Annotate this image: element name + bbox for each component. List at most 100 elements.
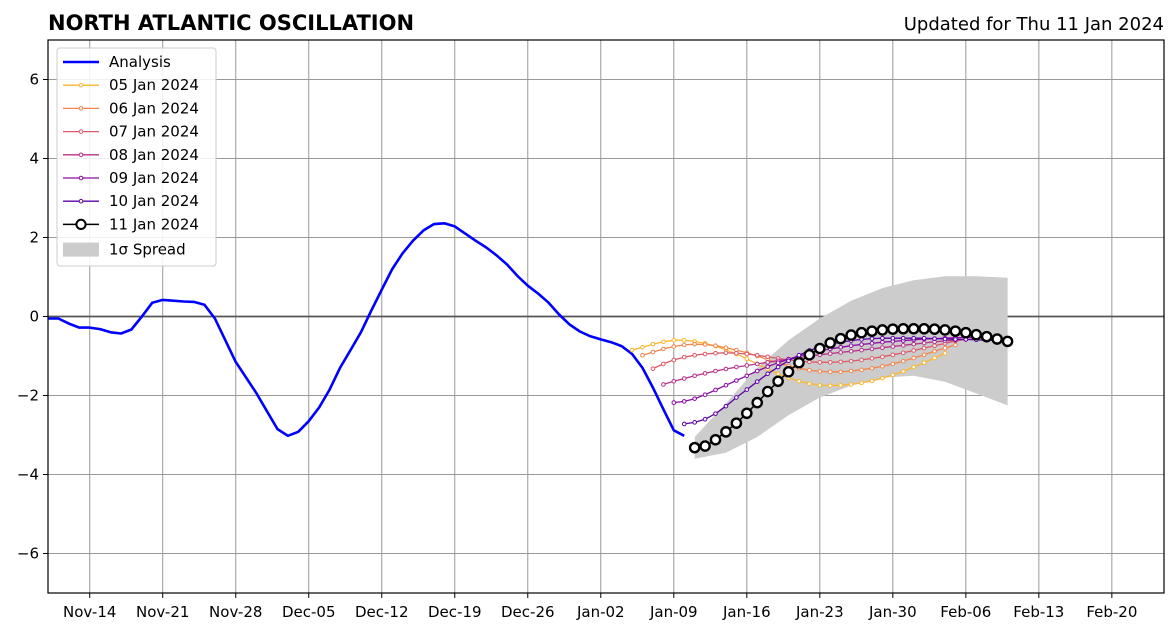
spread-layer [694,276,1008,459]
forecast-point [827,383,833,388]
forecast-point [661,346,666,352]
x-tick-label: Nov-28 [209,603,262,621]
forecast-point [932,348,937,354]
chart-title: NORTH ATLANTIC OSCILLATION [48,11,414,35]
forecast-point [859,380,864,386]
forecast-point [848,382,854,387]
forecast-point [869,346,875,352]
forecast-point [640,352,645,358]
forecast-point [713,350,718,356]
legend-label: 07 Jan 2024 [109,123,199,141]
y-tick-label: −2 [17,387,39,405]
forecast-point [671,337,677,343]
forecast-point [754,352,760,358]
forecast-point [890,361,896,367]
forecast-point [744,373,750,379]
forecast-point [848,368,854,374]
forecast-point [681,354,687,360]
forecast-point [942,336,948,342]
forecast-point [880,339,885,345]
legend-label: 10 Jan 2024 [109,192,199,210]
forecast-point [775,364,781,370]
forecast-point [796,378,802,384]
forecast-point [900,335,906,341]
forecast-point [900,343,906,348]
x-tick-label: Nov-21 [136,603,189,621]
legend-label: 09 Jan 2024 [109,169,199,187]
spread-band [694,276,1008,459]
x-tick-label: Jan-23 [795,603,844,621]
forecast-point [921,360,927,366]
forecast-point [880,363,885,369]
forecast-point [880,375,885,381]
forecast-point [866,325,878,337]
y-axis: 6 4 2 0 −2 −4 −6 [17,71,48,563]
y-tick-label: 4 [29,150,39,168]
forecast-point [761,385,774,398]
forecast-point [744,351,750,357]
forecast-point [713,411,718,416]
y-tick-label: 6 [29,71,39,89]
forecast-point [720,426,732,438]
forecast-point [942,345,948,351]
forecast-point [911,355,916,361]
forecast-point [991,333,1003,345]
forecast-point [741,407,753,420]
forecast-point [817,382,823,388]
chart-subtitle: Updated for Thu 11 Jan 2024 [904,14,1164,35]
forecast-point [848,343,854,349]
series-0 [48,222,685,438]
forecast-point [734,364,739,370]
legend-marker [78,175,84,181]
forecast-point [807,359,812,365]
x-tick-label: Nov-14 [63,603,116,621]
forecast-point [681,342,687,348]
forecast-point [848,348,854,354]
forecast-point [723,350,729,356]
forecast-point [754,379,760,384]
forecast-point [834,332,847,345]
forecast-point [807,381,812,386]
forecast-point [793,356,805,369]
y-tick-label: −6 [17,545,39,563]
forecast-point [897,322,910,335]
forecast-point [796,352,802,358]
forecast-point [942,350,948,356]
forecast-point [838,345,843,350]
forecast-point [953,342,958,348]
forecast-point [723,382,729,388]
forecast-point [880,345,885,351]
forecast-point [744,363,750,368]
forecast-point [765,360,770,365]
forecast-point [827,351,833,356]
forecast-point [702,351,708,357]
legend-label: 05 Jan 2024 [109,76,199,94]
forecast-point [671,344,677,349]
forecast-point [713,387,718,393]
forecast-point [980,330,993,343]
forecast-point [772,375,784,388]
forecast-point [692,341,697,347]
forecast-point [723,345,729,351]
forecast-point [765,354,770,360]
forecast-point [928,323,941,335]
forecast-point [702,392,708,398]
forecast-point [681,399,687,404]
forecast-point [671,400,677,405]
legend-spread-swatch [63,242,99,257]
forecast-point [890,335,896,341]
forecast-point [702,342,708,347]
forecast-point [838,359,843,365]
forecast-point [960,326,972,339]
forecast-point [814,342,826,355]
forecast-point [650,366,656,371]
forecast-point [709,433,722,446]
legend-marker [78,82,84,88]
legend-label: 1σ Spread [109,241,186,259]
forecast-point [880,354,885,360]
forecast-point [939,324,951,336]
forecast-point [848,358,854,364]
forecast-point [754,361,760,367]
forecast-point [869,356,875,361]
legend-marker [78,152,84,158]
